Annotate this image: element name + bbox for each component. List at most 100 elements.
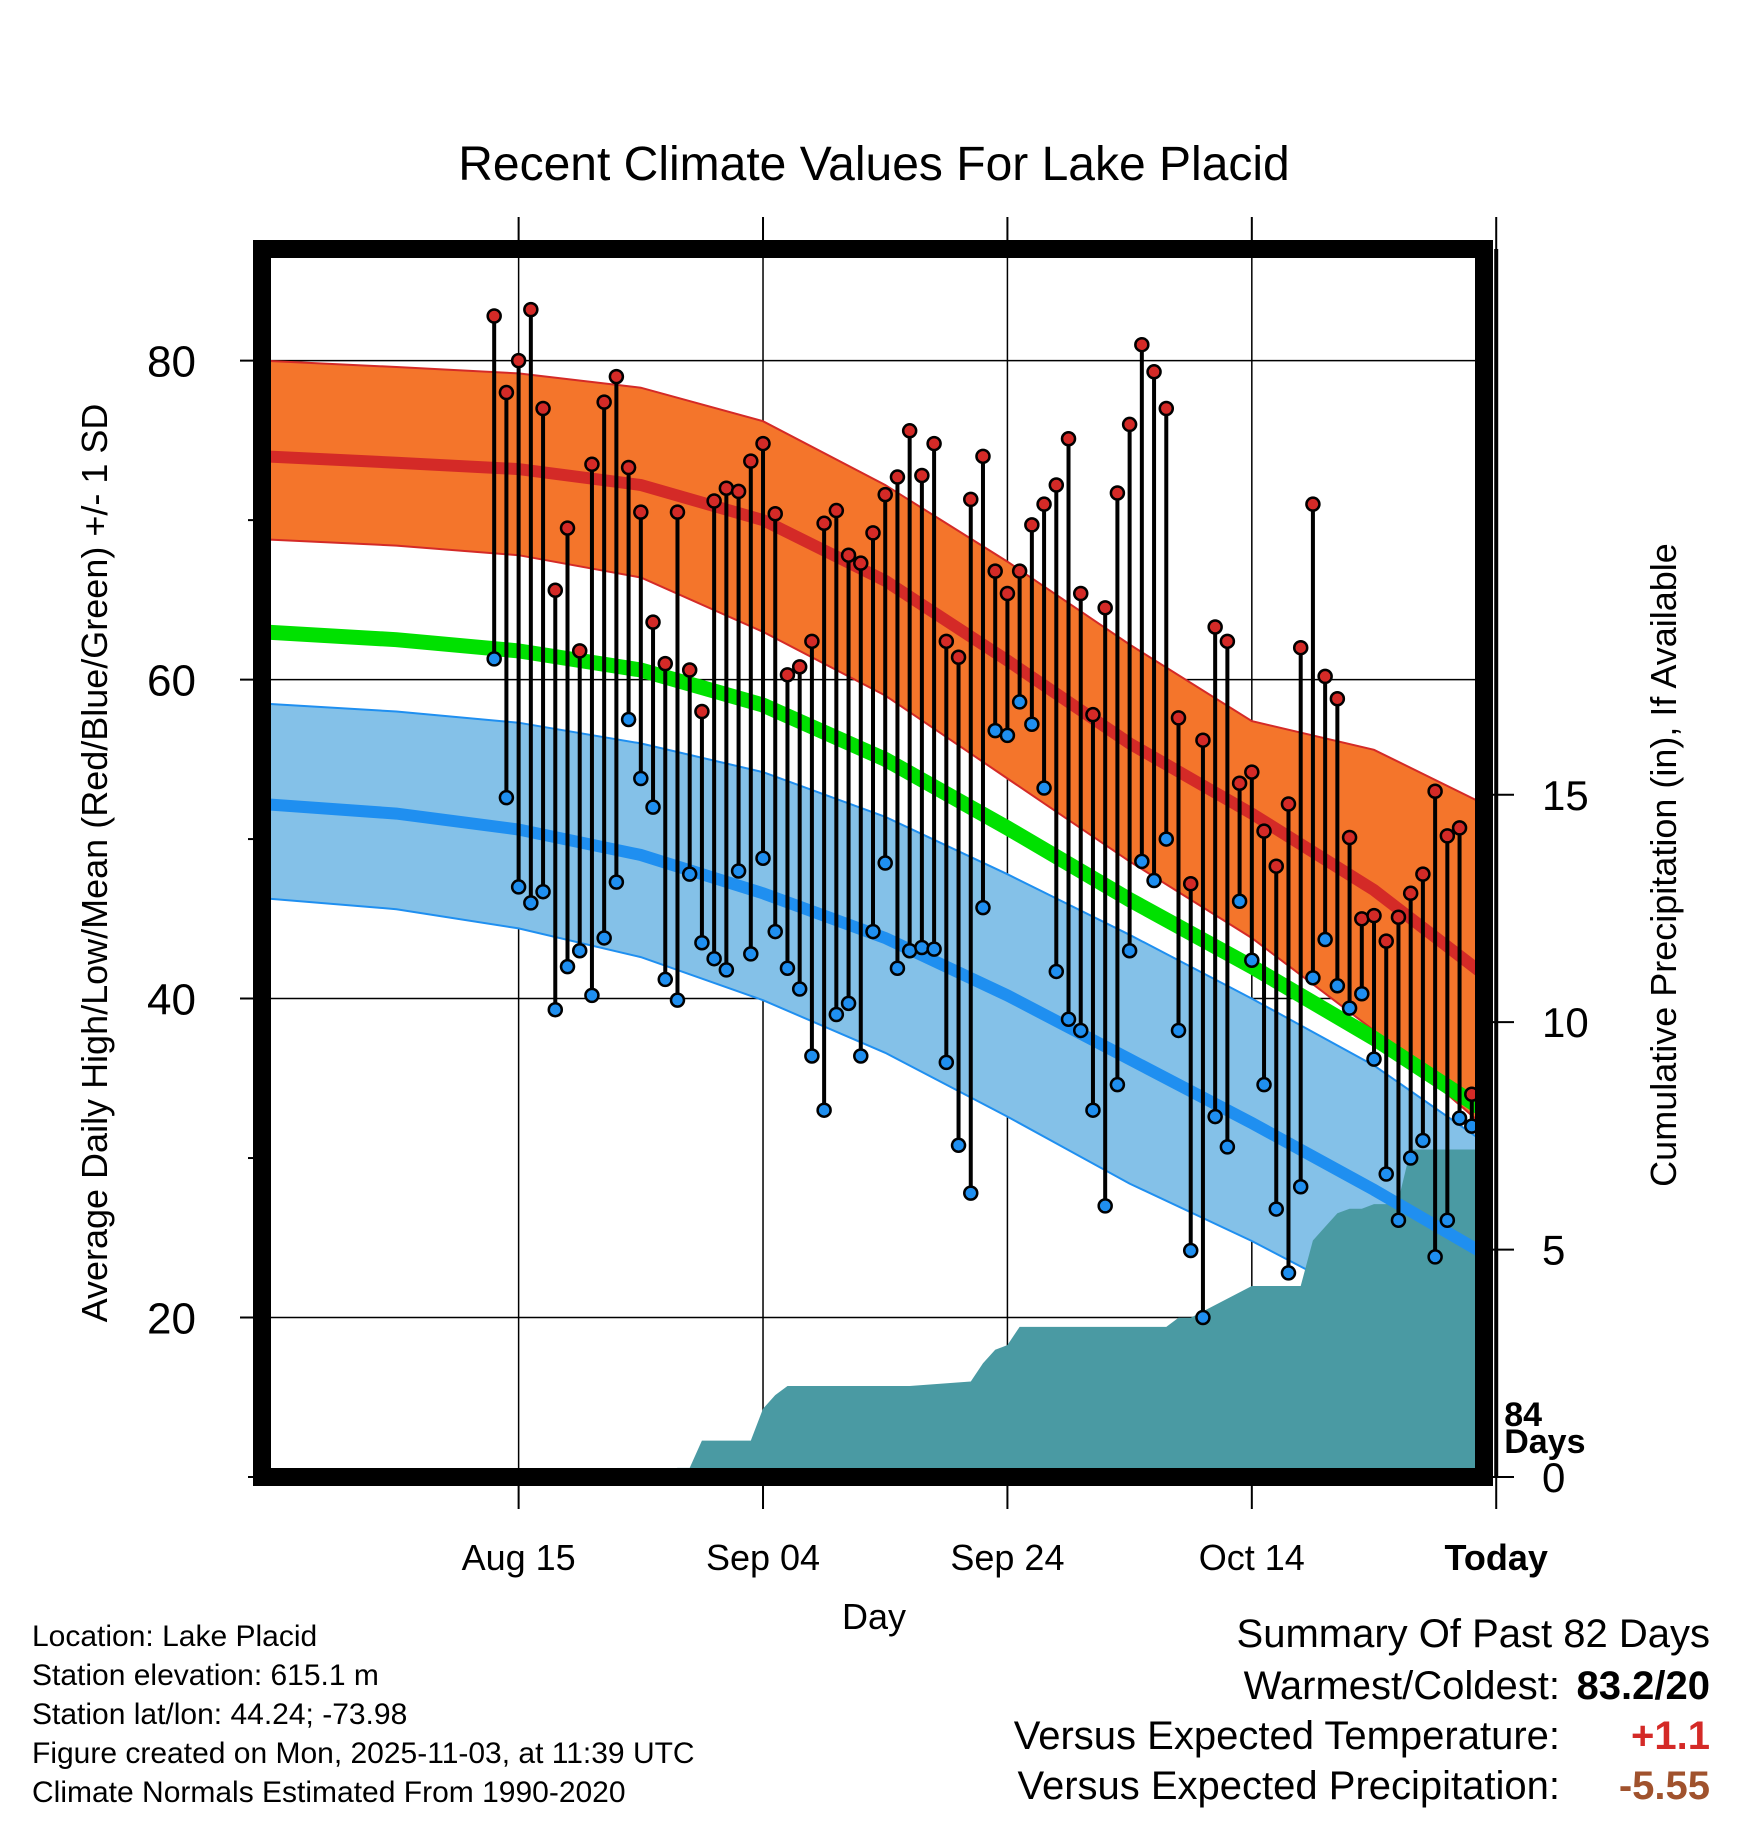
observed-low-point [889, 960, 906, 977]
observed-low-point [571, 942, 588, 959]
observed-low-point [730, 863, 747, 879]
warm-cold-value: 83.2/20 [1576, 1664, 1710, 1708]
observed-low-point [865, 923, 881, 940]
latlon-text: Station lat/lon: 44.24; -73.98 [32, 1698, 408, 1731]
observed-low-point [1427, 1249, 1443, 1265]
observed-low-point [645, 799, 661, 815]
observed-low-point [938, 1054, 955, 1071]
observed-high-point [1256, 823, 1272, 839]
created-text: Figure created on Mon, 2025-11-03, at 11… [32, 1737, 695, 1770]
observed-high-point [1036, 496, 1052, 512]
observed-high-point [498, 384, 515, 401]
observed-high-point [1231, 775, 1248, 792]
observed-low-point [657, 971, 674, 988]
observed-low-point [1024, 716, 1040, 733]
observed-low-point [669, 992, 686, 1008]
station-info: Location: Lake Placid Station elevation:… [32, 1617, 695, 1812]
observed-high-point [608, 368, 625, 385]
x-tick-label: Aug 15 [462, 1537, 576, 1578]
observed-high-point [1292, 639, 1309, 656]
summary-panel: Summary Of Past 82 Days Warmest/Coldest:… [1014, 1612, 1710, 1814]
observed-low-point [1366, 1051, 1382, 1067]
observed-low-point [1244, 952, 1260, 969]
observed-low-point [1182, 1242, 1199, 1259]
observed-low-point [1354, 986, 1370, 1002]
observed-high-point [804, 633, 820, 650]
observed-high-point [853, 555, 869, 571]
x-tick-label: Sep 24 [950, 1537, 1064, 1578]
x-tick-label: Oct 14 [1199, 1537, 1305, 1578]
observed-high-point [730, 483, 747, 500]
observed-low-point [767, 923, 783, 940]
observed-low-point [1341, 1000, 1358, 1016]
observed-low-point [1048, 963, 1065, 980]
observed-high-point [999, 585, 1016, 602]
y-tick-label: 80 [147, 338, 196, 387]
y2-tick-label: 0 [1542, 1454, 1565, 1501]
observed-low-point [596, 930, 612, 946]
observed-low-point [1036, 780, 1052, 796]
observed-low-point [1256, 1076, 1272, 1093]
observed-low-point [1451, 1110, 1468, 1126]
observed-low-point [755, 850, 771, 866]
observed-high-point [889, 469, 906, 485]
observed-high-point [1121, 416, 1138, 433]
observed-high-point [669, 504, 686, 520]
observed-high-point [950, 649, 967, 666]
observed-low-point [999, 727, 1016, 744]
observed-high-point [791, 659, 808, 675]
observed-high-point [681, 662, 698, 678]
observed-high-point [620, 459, 637, 476]
observed-low-point [779, 960, 796, 977]
axis-tick-labels: Aug 15 Sep 04 Sep 24 Oct 14 Today 20 40 60 80 0 5 1… [147, 338, 1589, 1578]
y2-tick-label: 10 [1542, 999, 1589, 1046]
observed-low-point [914, 939, 930, 956]
observed-low-point [584, 987, 600, 1004]
observed-low-point [1060, 1011, 1077, 1028]
observed-high-point [1048, 477, 1065, 493]
observed-low-point [523, 895, 539, 911]
observed-low-point [926, 941, 942, 957]
normals-text: Climate Normals Estimated From 1990-2020 [32, 1776, 626, 1809]
normal-low-lower-edge [262, 897, 1484, 1367]
observed-low-point [1280, 1265, 1297, 1281]
observed-low-point [1292, 1178, 1309, 1195]
observed-low-point [1097, 1198, 1113, 1214]
observed-high-point [1072, 585, 1089, 602]
observed-high-point [1390, 909, 1407, 925]
observed-high-point [963, 491, 979, 508]
observed-high-point [1268, 858, 1285, 874]
observed-low-point [1207, 1108, 1223, 1125]
observed-high-point [767, 505, 783, 522]
observed-high-point [865, 525, 881, 541]
observed-low-point [706, 950, 722, 967]
today-days-word: Days [1504, 1423, 1585, 1461]
observed-low-point [853, 1048, 869, 1064]
observed-low-point [633, 770, 649, 787]
observed-high-point [645, 614, 661, 630]
y-tick-label: 60 [147, 657, 196, 706]
observed-low-point [1415, 1132, 1431, 1149]
observed-high-point [901, 423, 918, 439]
x-axis-label: Day [842, 1596, 906, 1637]
observed-high-point [486, 308, 502, 324]
observed-low-point [1011, 694, 1028, 710]
observed-high-point [1244, 764, 1260, 780]
observed-low-point [547, 1001, 564, 1018]
observed-low-point [963, 1185, 979, 1201]
observed-high-point [828, 502, 845, 519]
observed-low-point [1390, 1212, 1407, 1228]
temp-anomaly-label: Versus Expected Temperature: [1013, 1714, 1560, 1758]
observed-low-point [1317, 931, 1333, 948]
observed-low-point [1268, 1201, 1285, 1217]
observed-high-point [914, 467, 930, 484]
observed-high-point [657, 655, 674, 672]
observed-low-point [1195, 1309, 1211, 1326]
plot-frame [253, 240, 1493, 1486]
observed-high-point [975, 448, 991, 465]
normal-low-line [262, 798, 1484, 1259]
x-tick-label: Today [1445, 1537, 1548, 1578]
observed-high-point [1317, 668, 1333, 685]
observed-low-point [1219, 1139, 1236, 1155]
